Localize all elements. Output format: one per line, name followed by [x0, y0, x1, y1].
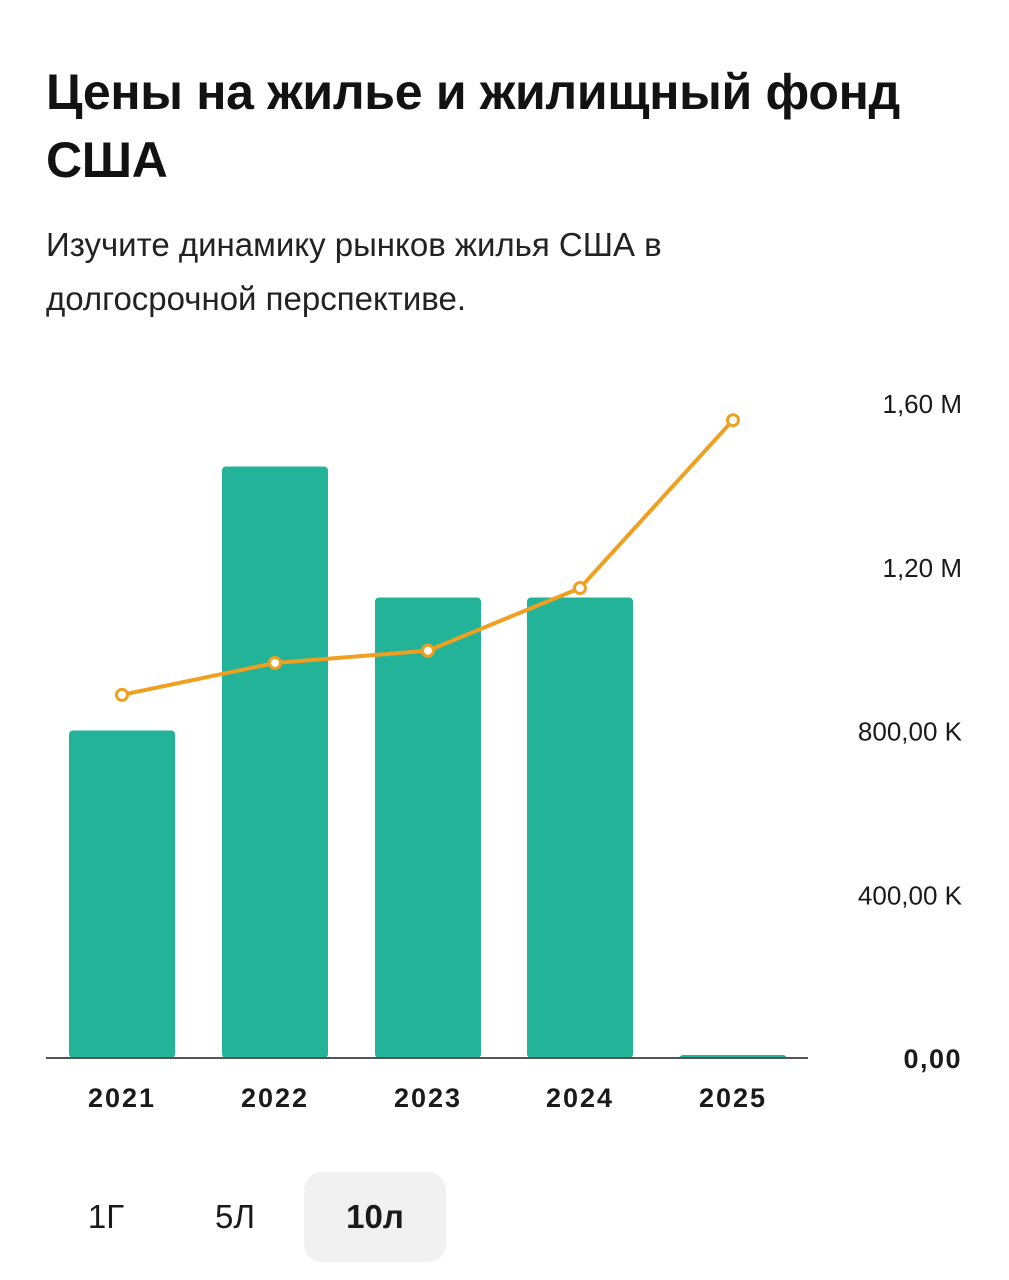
bar — [222, 466, 328, 1058]
bar — [375, 597, 481, 1058]
y-axis-labels: 0,00 400,00 K 800,00 K 1,20 M 1,60 M — [858, 389, 963, 1074]
y-tick-label: 1,60 M — [883, 389, 963, 419]
line-series — [115, 413, 740, 702]
line-point — [268, 655, 282, 670]
line-point — [573, 581, 587, 596]
bar — [527, 597, 633, 1058]
line-point — [421, 643, 435, 658]
tab-10y[interactable]: 10л — [304, 1172, 446, 1262]
x-axis-labels: 2021 2022 2023 2024 2025 — [88, 1083, 767, 1113]
page-subtitle: Изучите динамику рынков жилья США в долг… — [46, 226, 662, 317]
housing-chart: 2021 2022 2023 2024 2025 0,00 400,00 K 800,00 … — [46, 389, 963, 1113]
x-tick-label: 2024 — [546, 1083, 614, 1113]
y-tick-label: 0,00 — [903, 1044, 962, 1074]
line-point — [115, 687, 129, 702]
tab-5y[interactable]: 5Л — [214, 1198, 255, 1235]
y-tick-label: 800,00 K — [858, 717, 963, 747]
line-point — [726, 413, 740, 428]
x-tick-label: 2021 — [88, 1083, 156, 1113]
tab-1y[interactable]: 1Г — [87, 1198, 125, 1235]
bar — [69, 730, 175, 1058]
x-tick-label: 2022 — [241, 1083, 309, 1113]
x-tick-label: 2025 — [699, 1083, 767, 1113]
bar-series — [69, 466, 786, 1058]
y-tick-label: 400,00 K — [858, 880, 963, 910]
page-title: Цены на жилье и жилищный фонд США — [46, 64, 900, 188]
period-tabs: 1Г 5Л 10л — [46, 1172, 446, 1262]
y-tick-label: 1,20 M — [883, 553, 963, 583]
x-tick-label: 2023 — [394, 1083, 462, 1113]
